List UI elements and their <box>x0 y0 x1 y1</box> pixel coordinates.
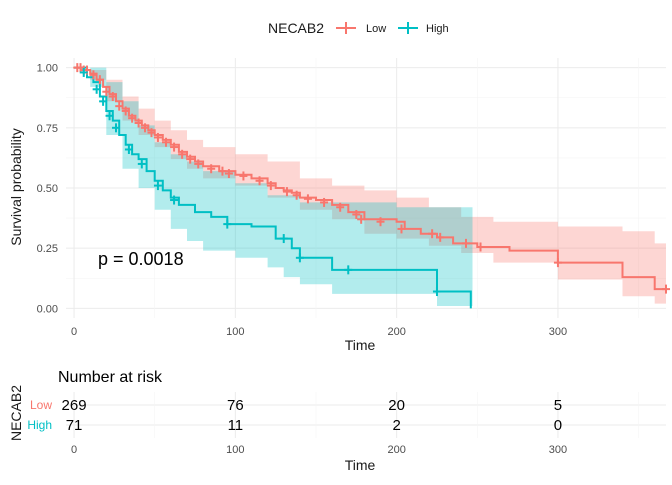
p-value-label: p = 0.0018 <box>98 249 184 269</box>
censor-mark-low <box>303 194 312 204</box>
risk-count-high: 11 <box>228 417 244 434</box>
censor-mark-low <box>178 149 187 159</box>
confidence-band-high <box>74 67 473 309</box>
censor-mark-low <box>462 238 470 248</box>
risk-x-tick-label: 300 <box>549 444 567 456</box>
censor-mark-low <box>207 164 216 174</box>
legend: NECAB2 Low High <box>268 20 449 36</box>
confidence-band-low <box>74 67 667 304</box>
x-tick-label: 300 <box>549 326 567 338</box>
censor-mark-low <box>357 214 366 224</box>
risk-x-tick-label: 100 <box>226 444 244 456</box>
censor-mark-high <box>137 159 146 169</box>
censor-marks <box>73 63 670 297</box>
risk-row-label-high: High <box>27 418 52 432</box>
censor-mark-high <box>279 234 288 244</box>
censor-mark-low <box>218 166 227 176</box>
censor-mark-low <box>128 113 137 123</box>
censor-mark-low <box>108 92 117 102</box>
censor-mark-high <box>92 84 101 94</box>
confidence-bands <box>74 67 667 309</box>
censor-mark-low <box>336 202 345 212</box>
censor-mark-low <box>89 70 98 80</box>
censor-mark-low <box>224 169 233 179</box>
legend-low-label: Low <box>366 23 386 35</box>
censor-mark-high <box>344 265 353 275</box>
risk-table-grid <box>66 392 666 438</box>
x-tick-label: 100 <box>226 326 244 338</box>
censor-mark-low <box>352 209 361 219</box>
censor-mark-low <box>553 258 562 268</box>
censor-mark-low <box>162 137 170 147</box>
legend-high-label: High <box>426 23 449 35</box>
censor-mark-low <box>320 197 329 207</box>
censor-mark-high <box>223 219 232 229</box>
censor-mark-high <box>153 181 162 191</box>
risk-table-xlabel: Time <box>345 457 376 473</box>
censor-mark-low <box>282 187 291 197</box>
censor-mark-low <box>476 242 485 252</box>
censor-mark-low <box>147 128 156 138</box>
censor-mark-low <box>662 284 670 294</box>
censor-mark-high <box>170 195 179 205</box>
x-axis-title: Time <box>345 337 376 353</box>
censor-mark-low <box>170 142 179 152</box>
censor-mark-low <box>397 224 406 234</box>
y-tick-label: 0.00 <box>37 303 58 315</box>
censor-mark-low <box>255 176 264 186</box>
censor-mark-low <box>134 118 143 128</box>
censor-mark-low <box>239 171 248 181</box>
censor-mark-high <box>99 96 108 106</box>
risk-count-low: 20 <box>388 397 405 414</box>
y-tick-label: 0.25 <box>37 243 58 255</box>
x-tick-label: 0 <box>71 326 77 338</box>
risk-count-high: 71 <box>66 417 83 434</box>
censor-mark-low <box>266 181 275 191</box>
censor-mark-low <box>428 229 437 239</box>
risk-count-high: 2 <box>392 417 400 434</box>
y-axis-title: Survival probability <box>8 128 24 246</box>
risk-row-label-low: Low <box>30 398 52 412</box>
censor-mark-low <box>115 101 124 111</box>
censor-mark-high <box>79 67 88 77</box>
censor-mark-low <box>102 87 111 97</box>
risk-table-ylabel: NECAB2 <box>8 385 24 441</box>
y-tick-label: 0.75 <box>37 123 58 135</box>
censor-mark-low <box>292 190 301 200</box>
censor-mark-low <box>436 232 445 242</box>
censor-mark-high <box>105 111 114 121</box>
y-tick-label: 1.00 <box>37 63 58 75</box>
risk-table-ticks: 0 100 200 300 <box>71 444 567 456</box>
risk-table-title: Number at risk <box>58 369 163 386</box>
censor-mark-high <box>432 287 441 297</box>
main-axis-ticks: 0 100 200 300 0.00 0.25 0.50 0.75 1.00 <box>37 63 568 338</box>
main-plot-grid <box>66 58 666 318</box>
censor-mark-low <box>95 75 104 85</box>
risk-count-low: 76 <box>227 397 244 414</box>
risk-x-tick-label: 200 <box>387 444 405 456</box>
risk-count-high: 0 <box>554 417 562 434</box>
censor-mark-high <box>112 123 120 133</box>
censor-mark-low <box>141 123 150 133</box>
censor-mark-high <box>124 144 133 154</box>
risk-count-low: 5 <box>554 397 562 414</box>
y-tick-label: 0.50 <box>37 183 58 195</box>
censor-mark-low <box>153 132 162 142</box>
censor-mark-low <box>186 154 195 164</box>
risk-x-tick-label: 0 <box>71 444 77 456</box>
x-tick-label: 200 <box>387 326 405 338</box>
survival-curve-high <box>74 66 472 309</box>
censor-mark-low <box>121 106 130 116</box>
legend-title: NECAB2 <box>268 20 324 36</box>
censor-mark-low <box>194 159 203 169</box>
risk-count-low: 269 <box>62 397 87 414</box>
censor-mark-low <box>376 217 385 227</box>
censor-mark-high <box>295 253 304 263</box>
